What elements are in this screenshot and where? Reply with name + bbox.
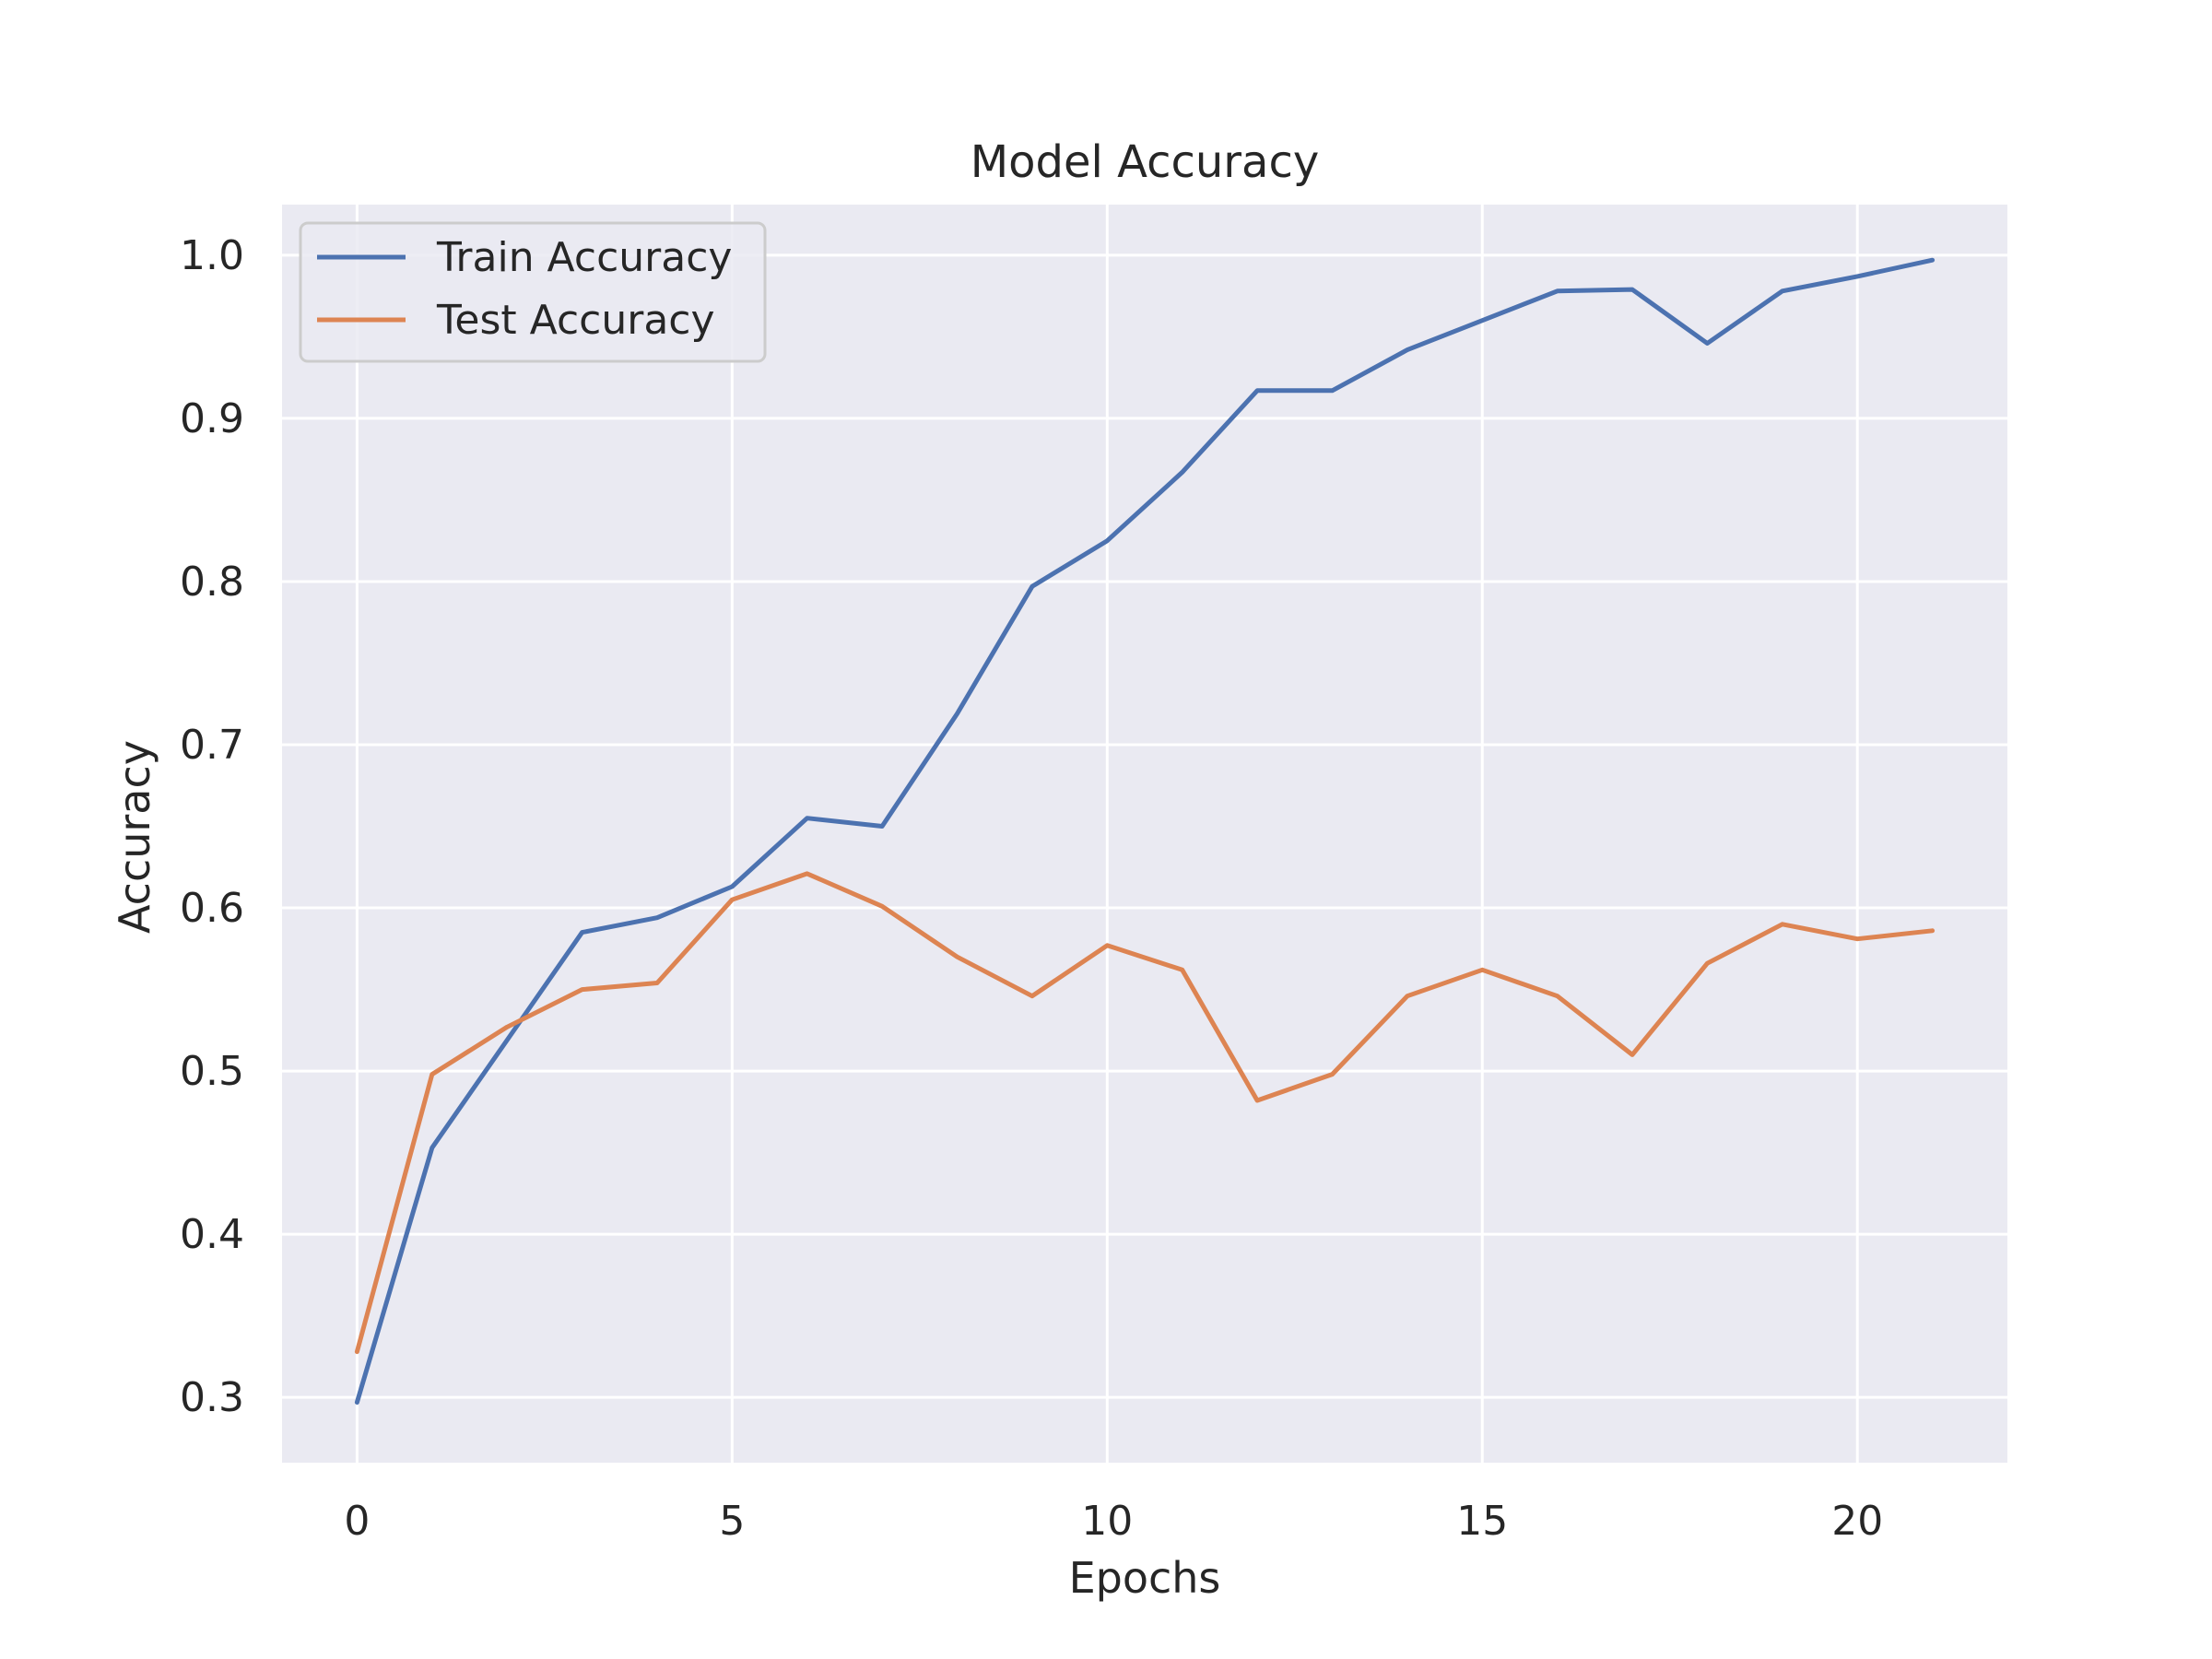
plot-area [282, 205, 2007, 1463]
y-tick-label: 0.3 [180, 1374, 244, 1421]
legend-label-train-accuracy: Train Accuracy [436, 234, 732, 281]
x-tick-label: 15 [1456, 1498, 1508, 1545]
x-axis-label: Epochs [1069, 1553, 1221, 1603]
train-accuracy-line [354, 257, 1936, 1405]
x-tick-labels: 0 5 10 15 20 [344, 1498, 1883, 1545]
y-tick-label: 0.9 [180, 395, 244, 442]
y-tick-label: 0.7 [180, 722, 244, 769]
x-tick-label: 0 [344, 1498, 370, 1545]
test-accuracy-line [354, 871, 1936, 1355]
x-tick-label: 5 [719, 1498, 745, 1545]
y-tick-label: 1.0 [180, 232, 244, 279]
y-tick-label: 0.8 [180, 559, 244, 606]
legend-label-test-accuracy: Test Accuracy [436, 297, 715, 344]
x-tick-label: 20 [1831, 1498, 1883, 1545]
series-lines [354, 257, 1936, 1405]
y-tick-label: 0.4 [180, 1211, 244, 1258]
y-axis-label: Accuracy [110, 740, 159, 934]
y-tick-label: 0.6 [180, 885, 244, 932]
chart-title: Model Accuracy [971, 136, 1320, 188]
legend: Train Accuracy Test Accuracy [299, 221, 767, 363]
x-tick-label: 10 [1081, 1498, 1133, 1545]
y-tick-labels: 0.3 0.4 0.5 0.6 0.7 0.8 0.9 1.0 [180, 232, 244, 1421]
x-gridlines [355, 205, 1859, 1463]
y-tick-label: 0.5 [180, 1048, 244, 1095]
y-gridlines [282, 253, 2007, 1399]
legend-box [299, 221, 767, 363]
